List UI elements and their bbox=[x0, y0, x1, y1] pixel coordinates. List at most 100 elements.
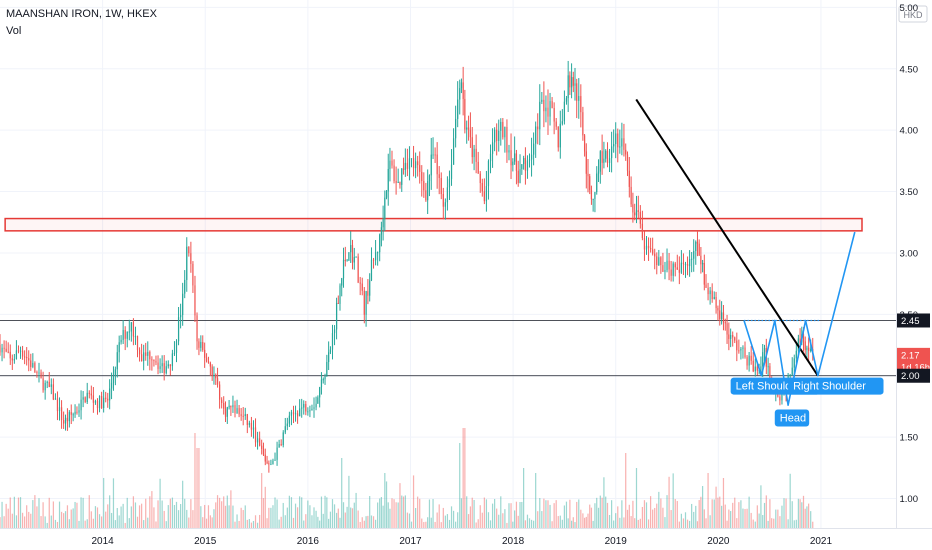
candle-body bbox=[660, 257, 662, 266]
volume-bar bbox=[370, 515, 373, 528]
candle-body bbox=[569, 75, 571, 88]
volume-bar bbox=[211, 517, 213, 528]
candle-body bbox=[103, 397, 105, 409]
candle-body bbox=[442, 194, 444, 207]
volume-bar bbox=[810, 511, 812, 528]
candle-body bbox=[672, 263, 674, 276]
candle-body bbox=[711, 290, 713, 300]
candle-body bbox=[196, 315, 198, 342]
volume-bar bbox=[582, 513, 584, 528]
volume-bar bbox=[754, 521, 756, 528]
price-tick-label: 5.00 bbox=[900, 3, 919, 14]
trendline[interactable] bbox=[635, 98, 819, 377]
volume-bar bbox=[355, 492, 357, 528]
candle-body bbox=[597, 171, 600, 174]
candle-body bbox=[466, 127, 468, 130]
candle-body bbox=[521, 164, 523, 170]
candle-body bbox=[228, 405, 230, 408]
candle-body bbox=[658, 257, 660, 266]
candle-body bbox=[331, 333, 334, 350]
candle-body bbox=[471, 137, 473, 158]
head-shoulders-path[interactable] bbox=[743, 231, 856, 406]
volume-bar bbox=[808, 503, 810, 528]
horizontal-levels[interactable] bbox=[0, 320, 896, 377]
volume-bar bbox=[96, 507, 99, 528]
volume-bar bbox=[92, 518, 94, 528]
candle-body bbox=[572, 77, 574, 86]
volume-bar bbox=[587, 513, 589, 528]
candle-body bbox=[92, 395, 94, 403]
candle-body bbox=[207, 361, 210, 363]
candle-body bbox=[28, 358, 30, 361]
volume-bar bbox=[521, 501, 523, 528]
volume-bar bbox=[649, 496, 652, 528]
candle-body bbox=[610, 146, 613, 159]
candle-body bbox=[70, 412, 72, 415]
resistance-zone-rect[interactable] bbox=[4, 217, 863, 232]
volume-bar bbox=[209, 515, 211, 528]
price-axis[interactable]: HKD 5.004.504.003.503.002.502.001.501.00… bbox=[896, 0, 932, 550]
volume-bar bbox=[380, 497, 383, 528]
volume-bar bbox=[344, 512, 346, 528]
candle-body bbox=[72, 414, 74, 416]
pattern-label-right-shoulder[interactable]: Right Shoulder bbox=[788, 377, 884, 395]
candle-body bbox=[477, 161, 479, 174]
candle-body bbox=[462, 82, 464, 99]
volume-bar bbox=[656, 503, 658, 528]
time-axis[interactable]: 2014 2015 2016 2017 2018 2019 2020 2021 bbox=[0, 528, 932, 548]
candle-body bbox=[412, 158, 415, 169]
volume-bar bbox=[369, 496, 371, 528]
volume-bar bbox=[410, 521, 413, 528]
volume-bar bbox=[182, 480, 184, 528]
volume-bar bbox=[282, 502, 284, 528]
volume-bar bbox=[508, 503, 510, 528]
symbol-title[interactable]: MAANSHAN IRON, 1W, HKEX bbox=[6, 8, 158, 20]
volume-bar bbox=[487, 512, 490, 528]
drawings[interactable] bbox=[635, 98, 856, 406]
candle-body bbox=[329, 349, 332, 353]
candle-body bbox=[128, 331, 130, 333]
candle-body bbox=[656, 256, 658, 266]
candle-body bbox=[382, 219, 384, 228]
volume-bar bbox=[630, 516, 632, 528]
candle-body bbox=[553, 108, 555, 122]
pattern-label-head[interactable]: Head bbox=[774, 409, 810, 427]
volume-bar bbox=[804, 508, 806, 528]
candle-body bbox=[15, 350, 18, 359]
candle-body bbox=[530, 154, 533, 160]
volume-bar bbox=[459, 443, 461, 528]
volume-bar bbox=[626, 509, 629, 528]
volume-bar bbox=[361, 517, 363, 528]
candle-body bbox=[799, 338, 801, 343]
volume-bar bbox=[457, 512, 459, 528]
candle-body bbox=[537, 126, 539, 130]
volume-bar bbox=[301, 497, 303, 528]
candle-body bbox=[221, 399, 223, 403]
price-badge-text: 2.00 bbox=[901, 371, 920, 382]
candle-body bbox=[752, 360, 754, 372]
candle-body bbox=[504, 126, 506, 138]
candle-body bbox=[427, 181, 429, 201]
volume-bar bbox=[619, 517, 621, 528]
volume-bar bbox=[167, 505, 169, 528]
volume-bar bbox=[680, 513, 683, 528]
candle-body bbox=[576, 83, 578, 101]
volume-bar bbox=[793, 520, 795, 528]
candle-body bbox=[134, 336, 137, 338]
resistance-zone[interactable] bbox=[4, 217, 863, 232]
volume-bar bbox=[397, 502, 399, 528]
pattern-label-bg bbox=[788, 377, 884, 395]
candle-body bbox=[666, 260, 668, 271]
candle-body bbox=[50, 384, 52, 387]
candle-body bbox=[216, 378, 219, 385]
candle-body bbox=[351, 245, 354, 263]
candle-body bbox=[17, 350, 20, 352]
candle-body bbox=[223, 402, 225, 409]
volume-bar bbox=[504, 509, 506, 528]
volume-indicator-label[interactable]: Vol bbox=[6, 25, 21, 37]
volume-bar bbox=[346, 506, 348, 528]
